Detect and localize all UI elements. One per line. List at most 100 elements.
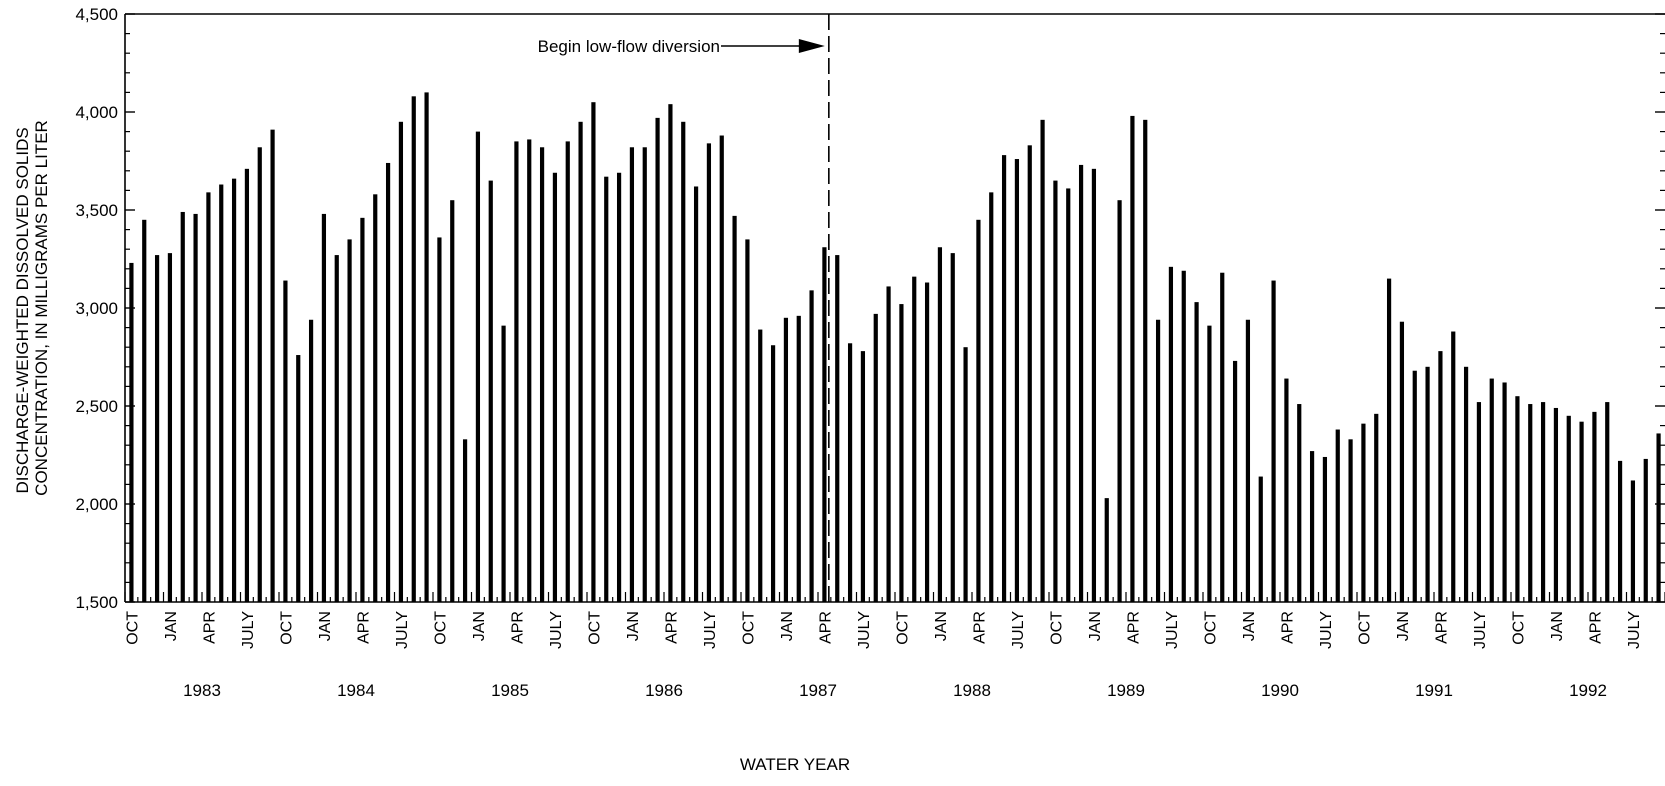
month-tick-label: JULY: [1626, 611, 1643, 649]
bar: [963, 347, 968, 602]
month-tick-label: JULY: [1010, 611, 1027, 649]
bar: [1181, 270, 1186, 602]
month-tick-label: JAN: [1087, 611, 1104, 641]
bar: [629, 147, 635, 602]
bar: [488, 180, 493, 602]
bar: [1412, 370, 1417, 602]
month-tick-label: OCT: [586, 611, 603, 645]
bar: [1078, 164, 1084, 603]
bar: [398, 121, 404, 603]
bar: [1656, 433, 1661, 602]
bar: [847, 343, 853, 602]
bar: [809, 290, 814, 602]
bar: [1361, 423, 1366, 602]
bar: [1476, 402, 1482, 602]
y-tick-label: 4,000: [75, 103, 118, 122]
bar: [1258, 476, 1263, 602]
bar: [1001, 155, 1007, 602]
bar: [180, 211, 185, 602]
month-tick-label: APR: [1587, 611, 1604, 644]
bar: [1489, 378, 1494, 602]
year-label: 1992: [1569, 681, 1607, 700]
bar: [1592, 411, 1597, 602]
bar: [989, 192, 994, 603]
bar: [154, 255, 160, 602]
bar: [822, 247, 827, 603]
month-tick-label: OCT: [1202, 611, 1219, 645]
bar: [1386, 278, 1392, 602]
y-axis-title-line-1: DISCHARGE-WEIGHTED DISSOLVED SOLIDS: [13, 127, 32, 493]
bar: [770, 345, 776, 602]
bar: [1027, 145, 1032, 602]
bar: [1374, 413, 1379, 602]
month-tick-label: OCT: [1510, 611, 1527, 645]
bar: [219, 184, 224, 602]
month-tick-label: APR: [1433, 611, 1450, 644]
bar-series: [129, 92, 1661, 603]
bar: [1579, 421, 1584, 602]
month-tick-label: OCT: [124, 611, 141, 645]
month-tick-label: JULY: [394, 611, 411, 649]
bar: [244, 168, 250, 602]
bar: [1014, 159, 1020, 603]
bar: [270, 129, 275, 602]
bar: [1130, 115, 1135, 603]
month-tick-label: APR: [355, 611, 372, 644]
month-tick-label: APR: [663, 611, 680, 644]
bar: [758, 329, 763, 602]
month-tick-label: JAN: [1549, 611, 1566, 641]
bar: [604, 176, 609, 602]
bar: [1528, 404, 1533, 602]
diversion-annotation: Begin low-flow diversion: [538, 37, 720, 56]
month-tick-label: APR: [509, 611, 526, 644]
month-tick-label: JAN: [471, 611, 488, 641]
bar: [450, 200, 455, 602]
bar: [924, 282, 930, 602]
year-label: 1985: [491, 681, 529, 700]
month-tick-label: APR: [1279, 611, 1296, 644]
month-tick-label: APR: [817, 611, 834, 644]
bar: [860, 351, 866, 602]
bar: [1194, 302, 1199, 602]
bar: [193, 213, 198, 603]
bar: [1040, 119, 1045, 602]
bar: [1271, 280, 1276, 602]
bar: [1297, 404, 1302, 602]
bar: [835, 255, 840, 602]
bar: [424, 92, 429, 603]
month-tick-label: OCT: [1048, 611, 1065, 645]
bar: [642, 147, 647, 602]
bar: [1451, 331, 1456, 602]
bar: [539, 147, 545, 602]
y-axis-title: DISCHARGE-WEIGHTED DISSOLVED SOLIDS CONC…: [13, 120, 51, 496]
bar: [129, 262, 134, 602]
bar: [912, 276, 917, 602]
y-tick-label: 2,000: [75, 495, 118, 514]
bar: [1438, 351, 1443, 602]
bar: [475, 131, 481, 602]
bar: [1540, 402, 1546, 602]
month-tick-label: JULY: [1164, 611, 1181, 649]
bar: [668, 104, 673, 602]
bar: [411, 96, 416, 602]
bar: [1605, 402, 1610, 602]
bar: [283, 280, 288, 602]
bar: [501, 325, 506, 602]
bar: [1053, 180, 1058, 602]
bar: [578, 121, 583, 603]
bar: [565, 141, 570, 602]
bar: [347, 239, 352, 602]
bar: [1425, 366, 1430, 602]
month-tick-label: JULY: [1318, 611, 1335, 649]
year-label: 1990: [1261, 681, 1299, 700]
bar: [1566, 415, 1571, 602]
bar: [1643, 458, 1648, 602]
bar: [385, 162, 391, 602]
bar: [1284, 378, 1289, 602]
bar: [719, 135, 724, 602]
month-tick-label: APR: [201, 611, 218, 644]
year-label: 1988: [953, 681, 991, 700]
bar: [231, 178, 237, 602]
bar: [514, 141, 519, 602]
